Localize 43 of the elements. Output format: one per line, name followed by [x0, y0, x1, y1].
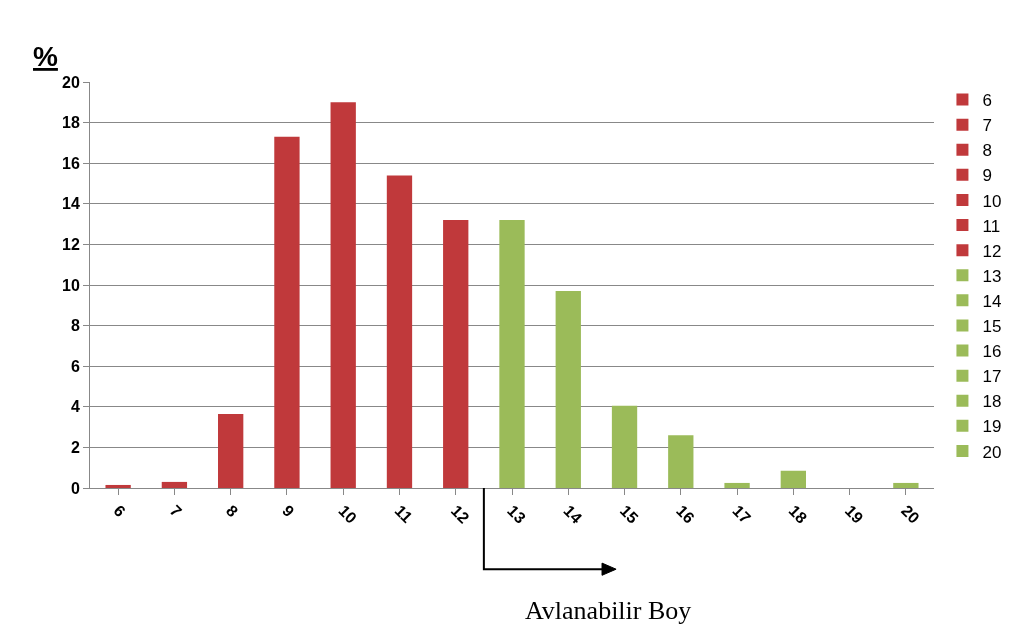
x-tick-label: 9	[279, 501, 298, 521]
y-tick-label: 12	[62, 236, 80, 253]
x-tick-label: 11	[391, 501, 416, 527]
y-tick-label: 4	[70, 398, 80, 416]
y-tick-label: 16	[62, 154, 80, 172]
x-tick-label: 6	[110, 501, 129, 521]
legend-label: 6	[982, 91, 992, 111]
legend-label: 15	[982, 317, 1002, 337]
legend-label: 13	[982, 266, 1002, 286]
legend-label: 11	[982, 216, 1001, 236]
x-tick-label: 7	[166, 501, 186, 521]
y-tick-label: 2	[70, 439, 80, 456]
x-tick-label: 13	[504, 501, 529, 527]
y-tick-label: 8	[70, 317, 80, 335]
x-tick-label: 10	[335, 501, 361, 527]
legend-label: 19	[982, 417, 1002, 437]
y-tick-label: 14	[62, 195, 80, 213]
x-tick-label: 20	[898, 501, 923, 527]
x-tick-label: 16	[673, 501, 698, 527]
x-tick-label: 15	[616, 501, 642, 527]
legend-label: 20	[982, 442, 1002, 462]
x-tick-label: 8	[222, 501, 242, 521]
legend-label: 17	[982, 367, 1002, 387]
legend-label: 7	[982, 116, 992, 136]
legend-label: 12	[982, 241, 1002, 261]
y-tick-label: 18	[62, 114, 80, 132]
x-tick-label: 17	[729, 501, 754, 527]
y-tick-label: 20	[62, 73, 80, 91]
legend-label: 14	[982, 291, 1002, 311]
legend-label: 8	[982, 141, 992, 161]
y-tick-label: 6	[70, 357, 80, 375]
y-axis-title: %	[33, 41, 58, 72]
y-tick-label: 0	[70, 479, 80, 497]
text: Avlanabilir Boy	[525, 596, 692, 625]
x-tick-label: 18	[785, 501, 811, 527]
x-tick-label: 14	[560, 501, 586, 527]
y-tick-label: 10	[62, 276, 80, 294]
x-tick-label: 19	[841, 501, 867, 527]
legend-label: 9	[982, 166, 992, 186]
legend-label: 16	[982, 342, 1002, 362]
x-tick-label: 12	[447, 501, 473, 527]
legend-label: 18	[982, 392, 1002, 412]
legend-label: 10	[982, 191, 1002, 211]
